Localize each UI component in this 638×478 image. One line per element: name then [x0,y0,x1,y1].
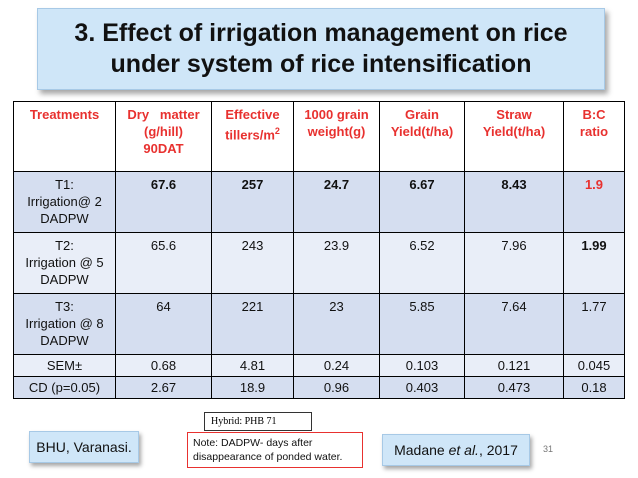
bc-ratio-cell: 1.99 [563,232,625,294]
title-line-1: 3. Effect of irrigation management on ri… [74,19,568,47]
location-text: BHU, Varanasi. [36,439,132,455]
dry-matter-cell: 64 [115,293,212,355]
grain-yield-cell: 0.103 [379,354,465,377]
table-row-t3: T3: Irrigation @ 8 DADPW 64 221 23 5.85 … [13,293,625,355]
header-dry-matter: Dry matter (g/hill) 90DAT [115,101,212,172]
hybrid-label: Hybrid: PHB 71 [204,412,312,431]
dry-matter-cell: 67.6 [115,171,212,233]
bc-ratio-cell: 1.77 [563,293,625,355]
straw-yield-cell: 7.96 [464,232,564,294]
tillers-cell: 221 [211,293,294,355]
location-badge: BHU, Varanasi. [29,431,139,463]
dry-matter-cell: 0.68 [115,354,212,377]
note-box: Note: DADPW- days after disappearance of… [187,432,363,468]
citation-year: , 2017 [478,442,518,458]
grain-weight-cell: 0.24 [293,354,380,377]
straw-yield-cell: 0.473 [464,376,564,399]
tillers-cell: 18.9 [211,376,294,399]
grain-weight-cell: 0.96 [293,376,380,399]
slide-title: 3. Effect of irrigation management on ri… [74,18,567,80]
treatment-cell: T1: Irrigation@ 2 DADPW [13,171,116,233]
title-line-2: under system of rice intensification [110,50,532,78]
grain-yield-cell: 6.52 [379,232,465,294]
bc-ratio-cell: 0.18 [563,376,625,399]
citation-author: Madane [394,442,449,458]
grain-weight-cell: 23 [293,293,380,355]
table-row-cd: CD (p=0.05) 2.67 18.9 0.96 0.403 0.473 0… [13,376,625,399]
header-grain-yield: Grain Yield(t/ha) [379,101,465,172]
grain-weight-cell: 23.9 [293,232,380,294]
note-line-2: disappearance of ponded water. [193,451,343,463]
bc-ratio-cell: 1.9 [563,171,625,233]
header-grain-weight: 1000 grain weight(g) [293,101,380,172]
note-line-1: Note: DADPW- days after [193,437,313,449]
citation-etal: et al. [448,442,479,458]
stat-label-cell: CD (p=0.05) [13,376,116,399]
table-row-sem: SEM± 0.68 4.81 0.24 0.103 0.121 0.045 [13,354,625,377]
dry-matter-cell: 65.6 [115,232,212,294]
bc-ratio-cell: 0.045 [563,354,625,377]
table-row-t2: T2: Irrigation @ 5 DADPW 65.6 243 23.9 6… [13,232,625,294]
straw-yield-cell: 7.64 [464,293,564,355]
treatment-cell: T3: Irrigation @ 8 DADPW [13,293,116,355]
tillers-cell: 257 [211,171,294,233]
table-header-row: Treatments Dry matter (g/hill) 90DAT Eff… [13,101,625,172]
grain-weight-cell: 24.7 [293,171,380,233]
tillers-cell: 4.81 [211,354,294,377]
dry-matter-cell: 2.67 [115,376,212,399]
grain-yield-cell: 0.403 [379,376,465,399]
stat-label-cell: SEM± [13,354,116,377]
straw-yield-cell: 8.43 [464,171,564,233]
header-bc-ratio: B:C ratio [563,101,625,172]
header-treatments: Treatments [13,101,116,172]
table-row-t1: T1: Irrigation@ 2 DADPW 67.6 257 24.7 6.… [13,171,625,233]
header-straw-yield: Straw Yield(t/ha) [464,101,564,172]
page-number: 31 [543,444,554,454]
treatment-cell: T2: Irrigation @ 5 DADPW [13,232,116,294]
slide-title-box: 3. Effect of irrigation management on ri… [37,8,605,90]
header-effective-tillers: Effective tillers/m2 [211,101,294,172]
grain-yield-cell: 5.85 [379,293,465,355]
citation-badge: Madane et al., 2017 [382,434,530,466]
results-table: Treatments Dry matter (g/hill) 90DAT Eff… [13,101,625,399]
tillers-cell: 243 [211,232,294,294]
straw-yield-cell: 0.121 [464,354,564,377]
grain-yield-cell: 6.67 [379,171,465,233]
